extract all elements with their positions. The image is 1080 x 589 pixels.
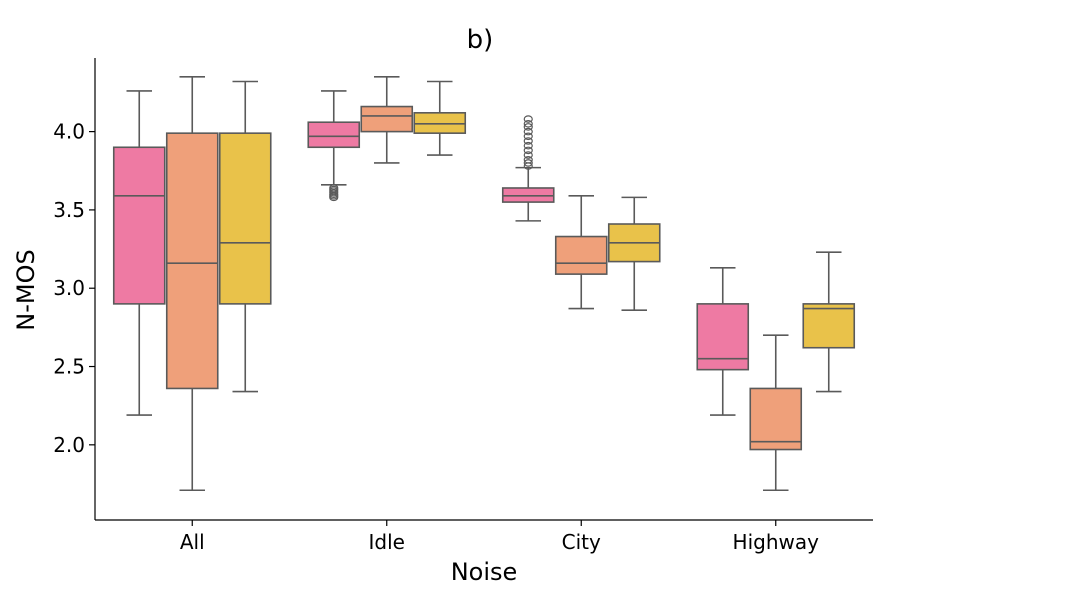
box-highway-1	[696, 267, 750, 416]
iqr-box	[360, 105, 414, 133]
outlier-point	[329, 184, 339, 192]
iqr-box	[802, 303, 856, 349]
y-axis-title: N-MOS	[12, 249, 40, 330]
x-tick-label: Idle	[369, 530, 405, 554]
outlier-point	[523, 123, 533, 131]
outlier-point	[523, 151, 533, 159]
y-tick-label: 3.5	[53, 198, 85, 222]
iqr-box	[307, 121, 361, 149]
iqr-box	[749, 387, 803, 451]
box-highway-2	[749, 334, 803, 492]
box-idle-1	[307, 90, 361, 202]
outlier-point	[523, 137, 533, 145]
outlier-point	[523, 132, 533, 141]
y-tick-label: 2.0	[53, 433, 85, 457]
x-axis-ticks: All Idle City Highway	[180, 520, 819, 554]
iqr-box	[218, 132, 272, 305]
y-tick-label: 4.0	[53, 120, 85, 144]
outlier-point	[523, 119, 533, 128]
outlier-point	[523, 115, 533, 123]
box-all-2	[165, 75, 219, 492]
box-idle-3	[413, 80, 467, 156]
x-tick-label: City	[562, 530, 601, 554]
box-city-2	[554, 195, 608, 310]
box-group-city	[501, 115, 661, 311]
box-city-1	[501, 115, 555, 222]
box-city-3	[607, 196, 661, 311]
chart-title: b)	[467, 25, 494, 55]
y-axis-ticks: 2.0 2.5 3.0 3.5 4.0	[53, 120, 95, 457]
outlier-point	[523, 155, 533, 164]
y-tick-label: 2.5	[53, 355, 85, 379]
box-group-all	[112, 75, 272, 492]
outlier-point	[523, 141, 533, 150]
x-tick-label: Highway	[733, 530, 820, 554]
box-idle-2	[360, 75, 414, 164]
x-tick-label: All	[180, 530, 205, 554]
y-tick-label: 3.0	[53, 276, 85, 300]
iqr-box	[696, 303, 750, 371]
box-highway-3	[802, 251, 856, 393]
box-all-3	[218, 80, 272, 393]
outlier-point	[523, 127, 533, 136]
outlier-point	[523, 159, 533, 167]
box-group-highway	[696, 251, 856, 492]
box-all-1	[112, 90, 166, 416]
x-axis-title: Noise	[451, 558, 518, 586]
outlier-point	[523, 146, 533, 155]
plot-area	[112, 75, 856, 492]
iqr-box	[554, 235, 608, 275]
iqr-box	[165, 132, 219, 390]
box-group-idle	[307, 75, 467, 202]
iqr-box	[112, 146, 166, 305]
